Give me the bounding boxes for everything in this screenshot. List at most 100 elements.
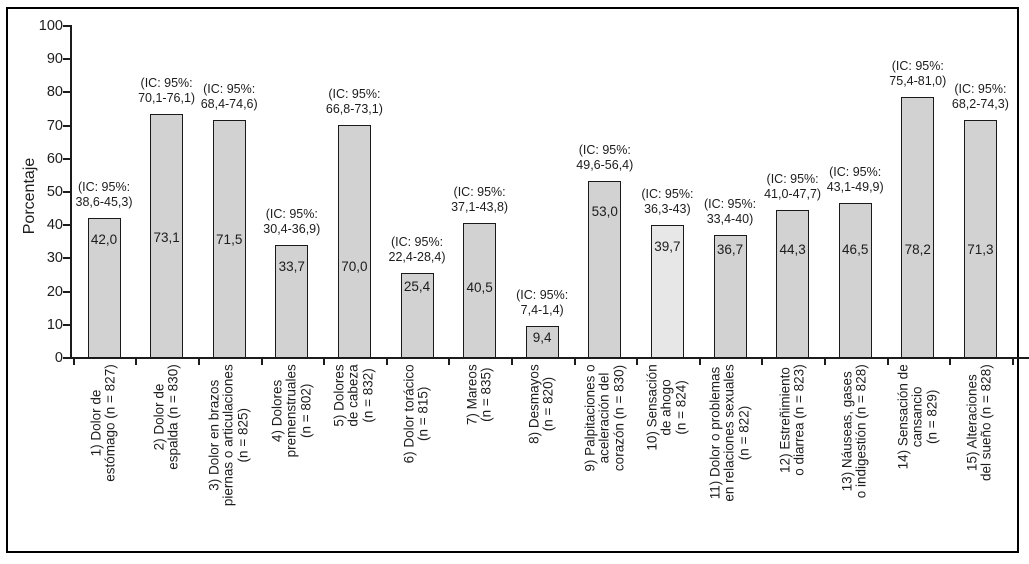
x-tick	[448, 357, 451, 365]
bar	[275, 245, 309, 358]
bar	[212, 119, 246, 358]
bar-value-label: 25,4	[403, 279, 431, 294]
bar-value-label: 73,1	[153, 230, 180, 245]
ci-annotation: (IC: 95%: 30,4-36,9)	[263, 207, 321, 237]
bar	[400, 272, 434, 358]
bar-value-label: 70,0	[341, 259, 368, 274]
x-tick	[135, 357, 138, 365]
y-tick-label: 20	[46, 283, 63, 300]
y-tick-label: 40	[46, 217, 63, 234]
x-tick	[949, 357, 952, 365]
bar	[963, 120, 997, 358]
x-tick-category-label-text: 1) Dolor de estómago (n = 827)	[88, 363, 119, 482]
ci-annotation: (IC: 95%: 70,1-76,1)	[138, 76, 196, 106]
x-tick-category-label-text: 13) Náuseas, gases o indigestión (n = 828…	[839, 363, 870, 498]
x-tick-category-label-text: 2) Dolor de espalda (n = 830)	[151, 363, 181, 470]
y-tick	[63, 58, 70, 61]
bar	[150, 114, 184, 358]
x-tick-category-label-text: 4) Dolores premenstruales (n = 802)	[269, 363, 314, 458]
bar-value-label: 36,7	[716, 242, 744, 257]
ci-annotation: (IC: 95%: 43,1-49,9)	[826, 164, 884, 194]
y-tick-label: 0	[54, 350, 63, 366]
y-tick	[63, 257, 70, 260]
x-tick-category-label-text: 12) Estreñimiento o diarrea (n = 823)	[777, 363, 807, 476]
bar-value-label: 53,0	[591, 204, 618, 219]
x-tick	[197, 357, 200, 365]
x-tick	[72, 357, 75, 365]
bar-value-label: 33,7	[278, 259, 305, 274]
bar-value-label: 42,0	[90, 232, 118, 247]
x-tick-category-label-text: 7) Mareos (n = 835)	[464, 363, 494, 425]
bar-value-label: 71,3	[967, 242, 994, 257]
y-tick-label: 30	[46, 250, 63, 267]
x-tick-category-label: 1) Dolor de estómago (n = 827)	[73, 364, 136, 546]
x-tick-category-label: 5) Dolores de cabeza (n = 832)	[323, 364, 386, 546]
x-tick-category-label: 3) Dolor en brazos piernas o articulacion…	[198, 364, 261, 546]
bar	[463, 222, 497, 358]
x-axis-line	[70, 357, 1029, 359]
bar-value-label: 39,7	[654, 239, 681, 254]
bar	[87, 217, 121, 358]
bar-value-label: 46,5	[842, 242, 869, 257]
y-tick	[63, 91, 70, 94]
bar	[588, 181, 622, 358]
x-tick	[323, 357, 326, 365]
ci-annotation: (IC: 95%: 33,4-40)	[703, 197, 757, 227]
bar-value-label: 9,4	[532, 330, 552, 345]
y-tick-label: 80	[46, 84, 63, 101]
ci-annotation: (IC: 95%: 22,4-28,4)	[388, 234, 446, 264]
ci-annotation: (IC: 95%: 75,4-81,0)	[889, 59, 947, 89]
x-tick-category-label: 12) Estreñimiento o diarrea (n = 823)	[761, 364, 824, 546]
x-tick-category-label-text: 10) Sensación de ahogo (n = 824)	[644, 363, 689, 451]
bar-value-label: 44,3	[779, 242, 806, 257]
y-tick	[63, 124, 70, 127]
x-tick-category-label-text: 14) Sensación de cansancio (n = 829)	[895, 363, 940, 470]
y-tick-label: 10	[46, 316, 63, 333]
y-tick-label: 60	[46, 150, 63, 167]
bar	[776, 209, 810, 358]
y-axis-line	[70, 25, 72, 359]
bar	[650, 225, 684, 358]
ci-annotation: (IC: 95%: 66,8-73,1)	[325, 86, 383, 116]
x-tick	[761, 357, 764, 365]
x-tick-category-label-text: 11) Dolor o problemas en relaciones sexua…	[707, 363, 752, 502]
bar-value-label: 40,5	[466, 280, 493, 295]
x-tick	[510, 357, 513, 365]
x-tick	[698, 357, 701, 365]
y-tick-label: 70	[46, 117, 63, 134]
x-tick	[636, 357, 639, 365]
bar	[901, 97, 935, 358]
ci-annotation: (IC: 95%: 37,1-43,8)	[451, 184, 509, 214]
ci-annotation: (IC: 95%: 36,3-43)	[641, 187, 694, 217]
bar-value-label: 71,5	[216, 232, 243, 247]
bar	[838, 202, 872, 358]
x-tick-category-label: 15) Alteraciones del sueño (n = 828)	[949, 364, 1012, 546]
chart-border	[6, 7, 1019, 553]
x-tick-category-label: 13) Náuseas, gases o indigestión (n = 828…	[824, 364, 887, 546]
x-tick	[886, 357, 889, 365]
x-tick-category-label: 4) Dolores premenstruales (n = 802)	[261, 364, 324, 546]
x-tick-category-label-text: 9) Palpitaciones o aceleración del corazón…	[582, 363, 627, 472]
x-tick-category-label: 8) Desmayos (n = 820)	[511, 364, 574, 546]
x-tick	[260, 357, 263, 365]
x-tick-category-label-text: 8) Desmayos (n = 820)	[526, 363, 557, 444]
y-tick	[63, 290, 70, 293]
y-tick	[63, 25, 70, 27]
y-tick-label: 90	[46, 51, 63, 68]
y-tick-label: 100	[38, 18, 63, 34]
x-tick-category-label-text: 6) Dolor torácico (n = 815)	[401, 363, 432, 464]
x-tick-category-label: 11) Dolor o problemas en relaciones sexua…	[699, 364, 762, 546]
x-tick-category-label: 6) Dolor torácico (n = 815)	[386, 364, 449, 546]
x-tick-category-label: 14) Sensación de cansancio (n = 829)	[887, 364, 950, 546]
x-tick-category-label-text: 3) Dolor en brazos piernas o articulacion…	[206, 363, 251, 506]
bar	[713, 235, 747, 358]
x-tick-category-label-text: 5) Dolores de cabeza (n = 832)	[331, 363, 376, 427]
ci-annotation: (IC: 95%: 49,6-56,4)	[576, 143, 634, 173]
x-tick-category-label: 10) Sensación de ahogo (n = 824)	[636, 364, 699, 546]
x-tick	[823, 357, 826, 365]
ci-annotation: (IC: 95%: 38,6-45,3)	[75, 179, 133, 209]
x-tick-category-label: 7) Mareos (n = 835)	[448, 364, 511, 546]
bar	[337, 124, 371, 358]
ci-annotation: (IC: 95%: 68,4-74,6)	[200, 81, 258, 111]
